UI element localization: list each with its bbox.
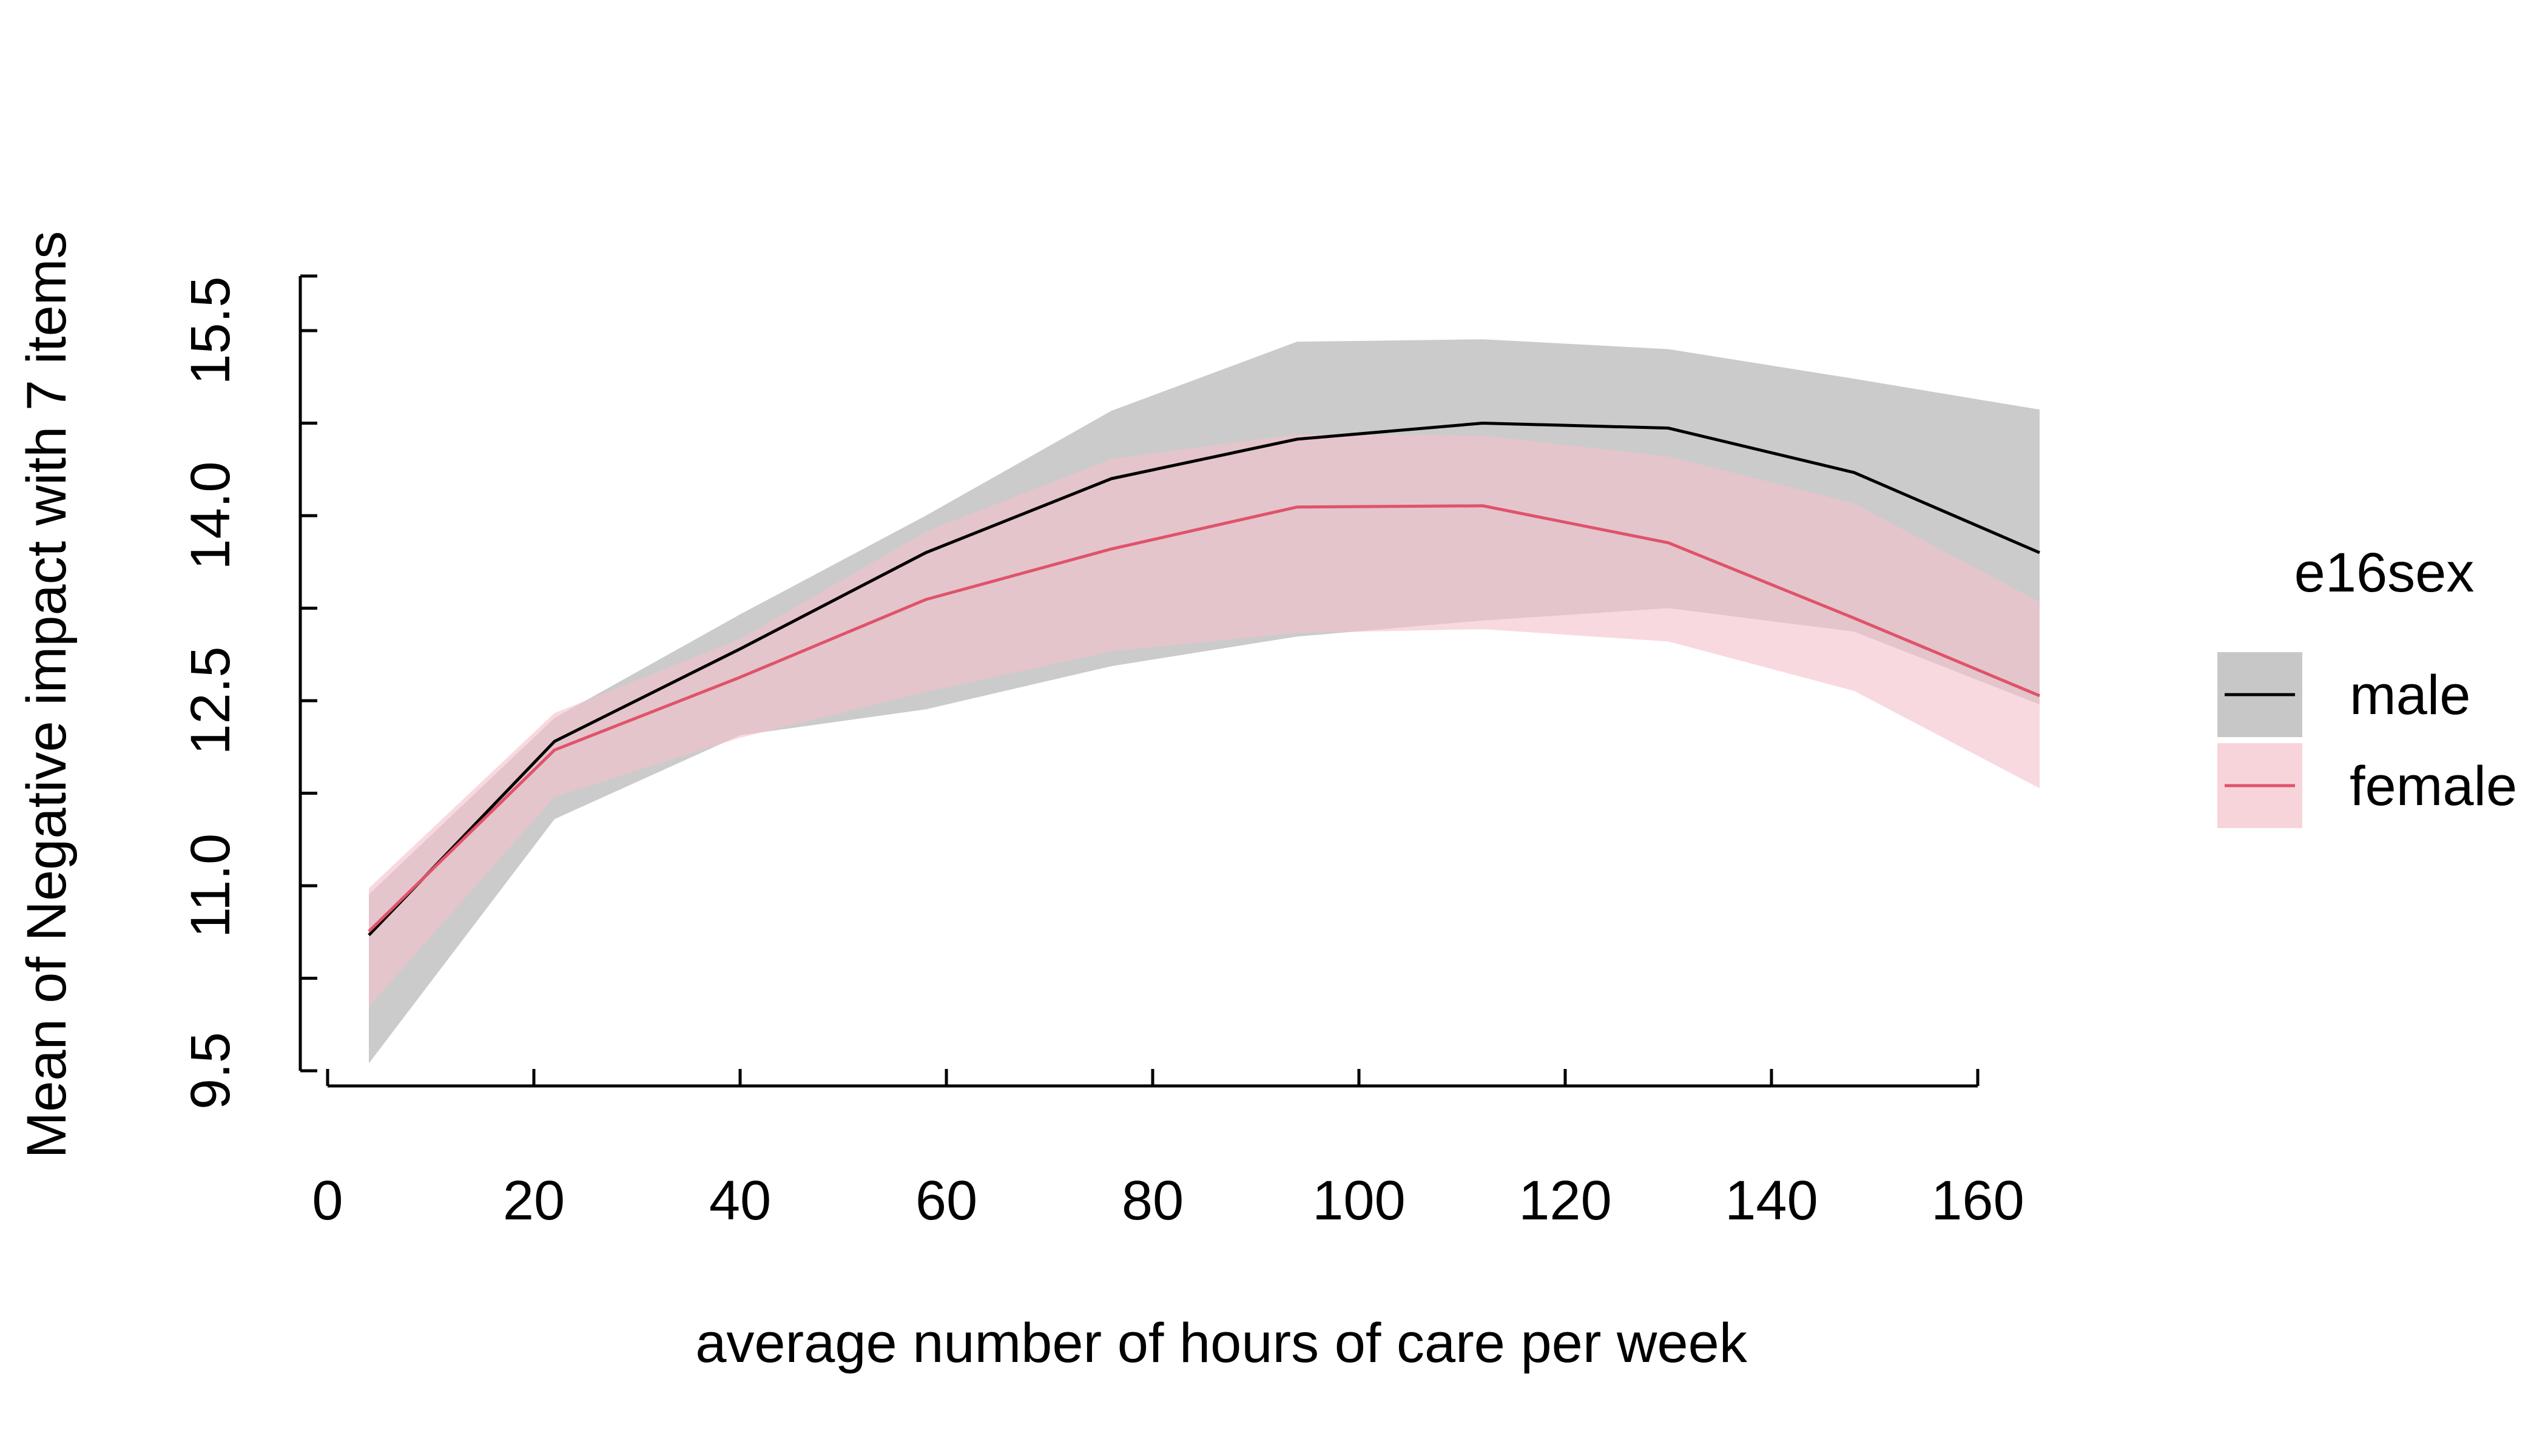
legend-label-female: female bbox=[2350, 755, 2517, 817]
x-tick-label: 0 bbox=[312, 1170, 343, 1232]
x-tick-label: 20 bbox=[503, 1170, 565, 1232]
x-tick-label: 160 bbox=[1931, 1170, 2024, 1232]
x-axis-title: average number of hours of care per week bbox=[695, 1312, 1748, 1374]
y-tick-label: 9.5 bbox=[180, 1032, 241, 1110]
axes: 0 20 40 60 80 100 120 140 160 9.5 11.0 12.5 14.0 15.5 bbox=[180, 274, 2024, 1232]
legend-title: e16sex bbox=[2294, 542, 2475, 604]
confidence-bands bbox=[369, 339, 2040, 1063]
legend-label-male: male bbox=[2350, 664, 2470, 726]
x-tick-label: 40 bbox=[709, 1170, 771, 1232]
y-axis-title: Mean of Negative impact with 7 items bbox=[16, 231, 78, 1159]
x-tick-label: 60 bbox=[915, 1170, 977, 1232]
series-lines bbox=[368, 422, 2040, 937]
x-tick-label: 120 bbox=[1518, 1170, 1612, 1232]
y-tick-label: 11.0 bbox=[180, 834, 241, 938]
y-tick-label: 15.5 bbox=[180, 276, 241, 385]
y-tick-label: 14.0 bbox=[180, 461, 241, 570]
line-male bbox=[368, 422, 2040, 937]
x-tick-label: 80 bbox=[1122, 1170, 1184, 1232]
legend: e16sex male female bbox=[2217, 542, 2517, 828]
band-female bbox=[369, 434, 2040, 1007]
x-tick-label: 140 bbox=[1725, 1170, 1818, 1232]
line-female bbox=[368, 504, 2040, 933]
x-tick-label: 100 bbox=[1312, 1170, 1406, 1232]
y-tick-label: 12.5 bbox=[180, 646, 241, 755]
